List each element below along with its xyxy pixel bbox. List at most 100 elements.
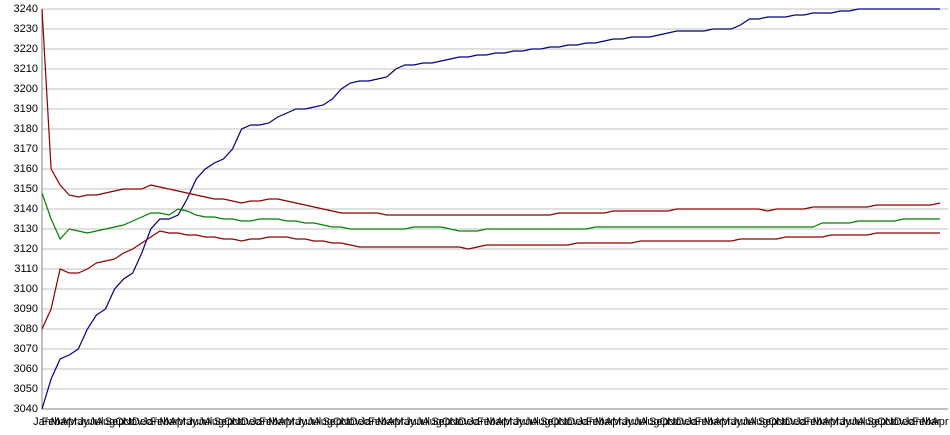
series-line [41,8,940,410]
x-tick-label: Mar [51,416,70,428]
x-tick-label: Jan [251,416,269,428]
x-tick-label: Nov [776,416,796,428]
x-tick-label: Feb [912,416,931,428]
x-tick-label: Dec [567,416,587,428]
x-tick-label: Jul [525,416,539,428]
x-tick-label: Jan [142,416,160,428]
y-tick-label: 3100 [14,283,38,295]
x-tick-label: May [721,416,742,428]
x-tick-label: Nov [885,416,905,428]
y-tick-label: 3220 [14,43,38,55]
x-tick-label: Dec [676,416,696,428]
x-tick-label: Apr [823,416,840,428]
x-tick-label: Aug [749,416,769,428]
x-tick-label: Mar [377,416,396,428]
x-tick-label: Oct [877,416,894,428]
x-tick-label: Mar [595,416,614,428]
x-tick-label: Apr [61,416,78,428]
y-tick-label: 3190 [14,103,38,115]
x-tick-label: Oct [768,416,785,428]
x-tick-label: Sep [431,416,451,428]
x-tick-label: Oct [224,416,241,428]
x-tick-label: Oct [442,416,459,428]
x-tick-label: Aug [205,416,225,428]
x-tick-label: Mar [921,416,940,428]
x-tick-label: Sep [105,416,125,428]
x-tick-label: May [503,416,524,428]
x-tick-label: Apr [387,416,404,428]
x-tick-label: Jul [851,416,865,428]
x-tick-label: Aug [96,416,116,428]
x-tick-label: Jun [296,416,314,428]
x-tick-label: Feb [695,416,714,428]
y-tick-label: 3090 [14,303,38,315]
x-tick-label: Apr [278,416,295,428]
x-tick-label: Nov [558,416,578,428]
x-tick-label: Nov [232,416,252,428]
x-tick-label: Aug [858,416,878,428]
x-tick-label: Dec [132,416,152,428]
x-tick-label: Dec [350,416,370,428]
x-tick-label: Feb [150,416,169,428]
x-tick-label: Jan [904,416,922,428]
y-tick-label: 3230 [14,23,38,35]
x-tick-label: Jul [307,416,321,428]
x-tick-label: Oct [115,416,132,428]
x-tick-label: Oct [550,416,567,428]
x-tick-label: Jul [198,416,212,428]
x-tick-label: Oct [333,416,350,428]
y-tick-label: 3180 [14,123,38,135]
y-tick-label: 3170 [14,143,38,155]
x-tick-label: Apr [169,416,186,428]
x-tick-label: Mar [268,416,287,428]
y-tick-label: 3210 [14,63,38,75]
x-tick-label: Jun [732,416,750,428]
x-tick-label: Sep [214,416,234,428]
y-tick-label: 3160 [14,163,38,175]
x-tick-label: Nov [341,416,361,428]
x-tick-label: Aug [313,416,333,428]
series-line [41,230,940,330]
y-tick-label: 3120 [14,243,38,255]
x-tick-label: Sep [540,416,560,428]
series-line [41,8,941,216]
x-tick-label: Apr [931,416,948,428]
x-tick-label: Nov [667,416,687,428]
x-tick-label: Feb [259,416,278,428]
x-tick-label: Jul [416,416,430,428]
x-tick-label: Dec [785,416,805,428]
x-tick-label: Dec [894,416,914,428]
y-tick-label: 3150 [14,183,38,195]
x-tick-label: Jan [686,416,704,428]
x-tick-label: Sep [758,416,778,428]
x-tick-label: Jun [623,416,641,428]
x-tick-label: Oct [659,416,676,428]
y-tick-label: 3070 [14,343,38,355]
x-tick-label: Sep [649,416,669,428]
x-tick-label: Sep [322,416,342,428]
y-tick-label: 3110 [14,263,38,275]
x-tick-label: Apr [605,416,622,428]
x-tick-label: Jun [405,416,423,428]
x-tick-label: Jul [634,416,648,428]
x-tick-label: Aug [531,416,551,428]
x-tick-label: Jan [360,416,378,428]
x-tick-label: Dec [459,416,479,428]
y-tick-label: 3130 [14,223,38,235]
x-tick-label: Aug [422,416,442,428]
x-tick-label: Jun [78,416,96,428]
x-tick-label: Jan [469,416,487,428]
x-tick-label: Aug [640,416,660,428]
y-tick-label: 3060 [14,363,38,375]
x-tick-label: Apr [714,416,731,428]
x-tick-label: Feb [586,416,605,428]
x-tick-label: Feb [42,416,61,428]
x-tick-label: Sep [867,416,887,428]
x-tick-label: Nov [123,416,143,428]
x-tick-label: Apr [496,416,513,428]
x-tick-label: Jan [577,416,595,428]
x-tick-label: Mar [813,416,832,428]
x-tick-label: Dec [241,416,261,428]
series-line [41,192,940,241]
